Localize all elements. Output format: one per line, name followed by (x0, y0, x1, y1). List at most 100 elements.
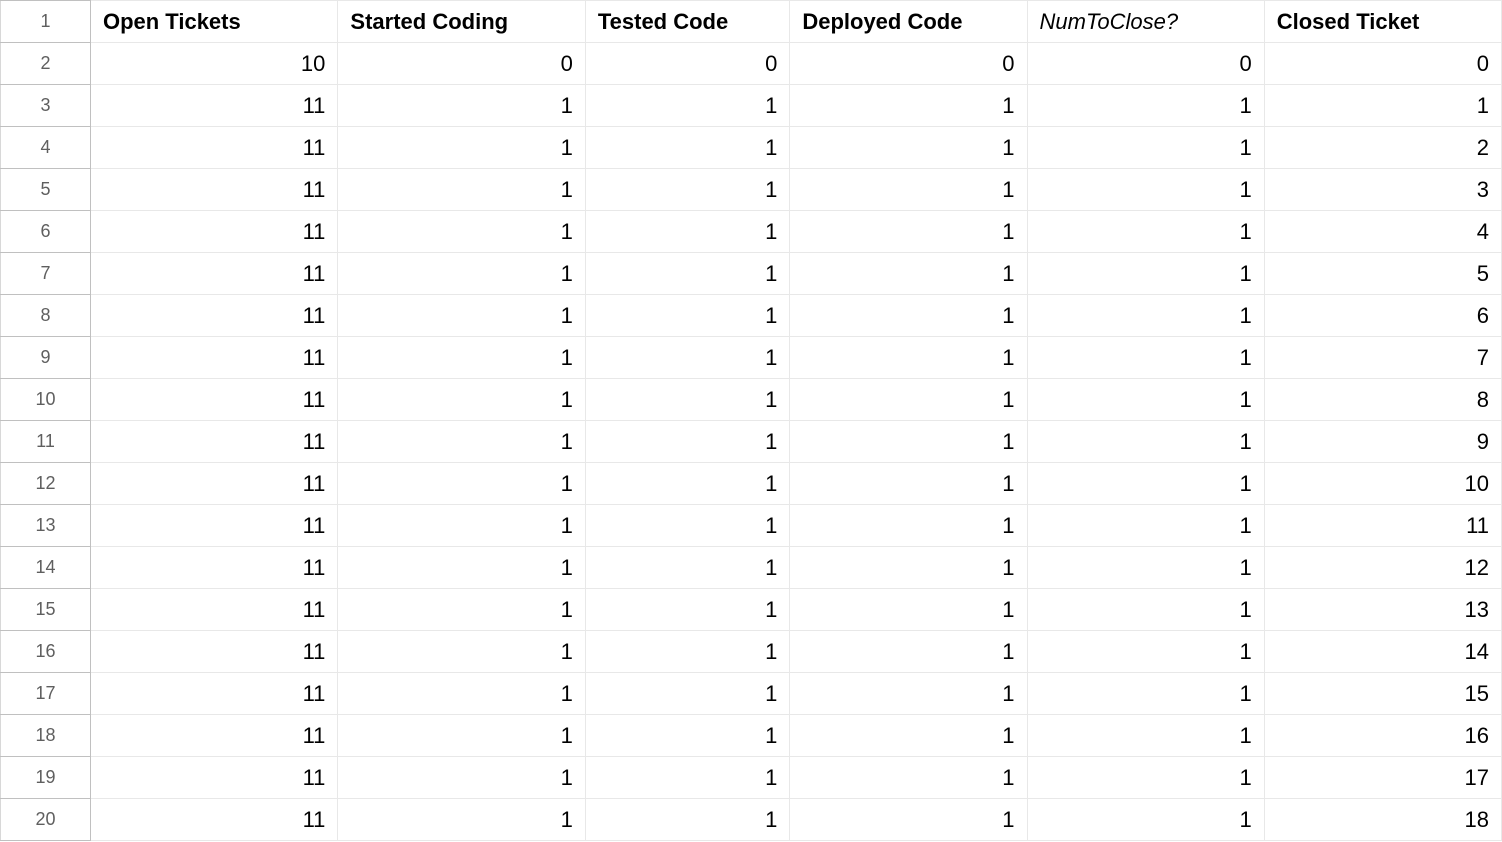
cell[interactable]: 1 (338, 295, 585, 337)
row-number-2[interactable]: 2 (1, 43, 91, 85)
row-number-18[interactable]: 18 (1, 715, 91, 757)
cell[interactable]: 4 (1264, 211, 1501, 253)
cell[interactable]: 5 (1264, 253, 1501, 295)
cell[interactable]: 1 (585, 379, 789, 421)
row-number-8[interactable]: 8 (1, 295, 91, 337)
cell[interactable]: 1 (338, 673, 585, 715)
cell[interactable]: 1 (338, 253, 585, 295)
cell[interactable]: 1 (790, 463, 1027, 505)
cell[interactable]: 11 (90, 715, 337, 757)
row-number-3[interactable]: 3 (1, 85, 91, 127)
cell[interactable]: 11 (90, 211, 337, 253)
cell[interactable]: 1 (338, 169, 585, 211)
cell[interactable]: 1 (1264, 85, 1501, 127)
cell[interactable]: 1 (1027, 463, 1264, 505)
cell[interactable]: 1 (585, 673, 789, 715)
cell[interactable]: 1 (585, 85, 789, 127)
cell[interactable]: 2 (1264, 127, 1501, 169)
cell[interactable]: 3 (1264, 169, 1501, 211)
cell[interactable]: 1 (1027, 715, 1264, 757)
cell[interactable]: 8 (1264, 379, 1501, 421)
cell[interactable]: 1 (1027, 631, 1264, 673)
cell[interactable]: 1 (585, 421, 789, 463)
cell[interactable]: 16 (1264, 715, 1501, 757)
cell[interactable]: 11 (90, 631, 337, 673)
cell[interactable]: 1 (585, 715, 789, 757)
cell[interactable]: 10 (90, 43, 337, 85)
cell[interactable]: 1 (790, 211, 1027, 253)
cell[interactable]: 1 (1027, 127, 1264, 169)
cell[interactable]: 1 (790, 253, 1027, 295)
cell[interactable]: 11 (90, 421, 337, 463)
cell[interactable]: 14 (1264, 631, 1501, 673)
cell[interactable]: 1 (338, 421, 585, 463)
cell[interactable]: 1 (1027, 253, 1264, 295)
column-header-open-tickets[interactable]: Open Tickets (90, 1, 337, 43)
cell[interactable]: 1 (338, 463, 585, 505)
cell[interactable]: 1 (790, 85, 1027, 127)
cell[interactable]: 1 (585, 169, 789, 211)
cell[interactable]: 1 (585, 505, 789, 547)
cell[interactable]: 1 (585, 589, 789, 631)
cell[interactable]: 11 (90, 295, 337, 337)
cell[interactable]: 1 (1027, 337, 1264, 379)
cell[interactable]: 1 (1027, 673, 1264, 715)
row-number-10[interactable]: 10 (1, 379, 91, 421)
row-number-20[interactable]: 20 (1, 799, 91, 841)
cell[interactable]: 1 (338, 85, 585, 127)
cell[interactable]: 11 (90, 757, 337, 799)
cell[interactable]: 1 (1027, 757, 1264, 799)
column-header-started-coding[interactable]: Started Coding (338, 1, 585, 43)
cell[interactable]: 1 (585, 463, 789, 505)
cell[interactable]: 7 (1264, 337, 1501, 379)
cell[interactable]: 1 (338, 589, 585, 631)
cell[interactable]: 1 (1027, 799, 1264, 841)
cell[interactable]: 1 (790, 295, 1027, 337)
row-number-13[interactable]: 13 (1, 505, 91, 547)
cell[interactable]: 0 (585, 43, 789, 85)
row-number-5[interactable]: 5 (1, 169, 91, 211)
cell[interactable]: 1 (585, 253, 789, 295)
row-number-4[interactable]: 4 (1, 127, 91, 169)
column-header-tested-code[interactable]: Tested Code (585, 1, 789, 43)
cell[interactable]: 0 (338, 43, 585, 85)
cell[interactable]: 11 (1264, 505, 1501, 547)
cell[interactable]: 0 (1264, 43, 1501, 85)
cell[interactable]: 1 (1027, 589, 1264, 631)
cell[interactable]: 1 (1027, 379, 1264, 421)
cell[interactable]: 1 (1027, 547, 1264, 589)
cell[interactable]: 1 (790, 673, 1027, 715)
cell[interactable]: 15 (1264, 673, 1501, 715)
cell[interactable]: 1 (1027, 505, 1264, 547)
row-number-12[interactable]: 12 (1, 463, 91, 505)
cell[interactable]: 10 (1264, 463, 1501, 505)
cell[interactable]: 1 (1027, 85, 1264, 127)
cell[interactable]: 1 (790, 715, 1027, 757)
column-header-num-to-close[interactable]: NumToClose? (1027, 1, 1264, 43)
cell[interactable]: 1 (585, 211, 789, 253)
cell[interactable]: 1 (790, 589, 1027, 631)
cell[interactable]: 1 (1027, 169, 1264, 211)
cell[interactable]: 17 (1264, 757, 1501, 799)
row-number-7[interactable]: 7 (1, 253, 91, 295)
cell[interactable]: 1 (790, 505, 1027, 547)
column-header-closed-ticket[interactable]: Closed Ticket (1264, 1, 1501, 43)
cell[interactable]: 1 (790, 379, 1027, 421)
cell[interactable]: 6 (1264, 295, 1501, 337)
cell[interactable]: 0 (790, 43, 1027, 85)
cell[interactable]: 1 (585, 631, 789, 673)
cell[interactable]: 1 (790, 337, 1027, 379)
row-number-19[interactable]: 19 (1, 757, 91, 799)
cell[interactable]: 1 (790, 799, 1027, 841)
cell[interactable]: 11 (90, 547, 337, 589)
cell[interactable]: 18 (1264, 799, 1501, 841)
row-number-11[interactable]: 11 (1, 421, 91, 463)
cell[interactable]: 1 (338, 547, 585, 589)
cell[interactable]: 11 (90, 253, 337, 295)
cell[interactable]: 1 (790, 421, 1027, 463)
cell[interactable]: 1 (338, 799, 585, 841)
cell[interactable]: 11 (90, 799, 337, 841)
cell[interactable]: 1 (338, 337, 585, 379)
cell[interactable]: 1 (790, 631, 1027, 673)
cell[interactable]: 1 (790, 127, 1027, 169)
